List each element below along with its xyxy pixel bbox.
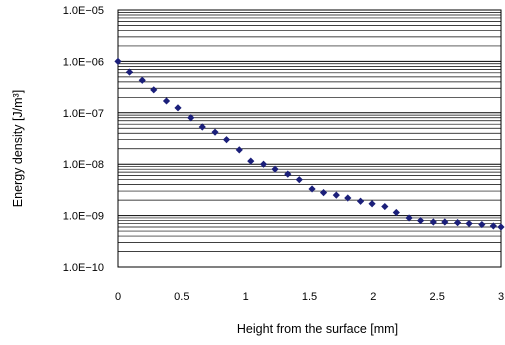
data-point <box>453 219 462 227</box>
data-point <box>150 86 158 94</box>
data-point <box>416 216 425 225</box>
data-point <box>284 170 292 178</box>
data-point <box>247 157 255 165</box>
y-tick-label: 1.0E−07 <box>63 108 104 120</box>
y-tick-label: 1.0E−05 <box>63 5 104 17</box>
data-point <box>381 202 389 211</box>
data-point <box>441 218 449 226</box>
data-series <box>114 57 505 231</box>
data-point <box>319 189 328 197</box>
data-point <box>222 136 231 144</box>
data-point <box>138 76 146 84</box>
data-point <box>125 68 134 76</box>
data-point <box>235 146 243 154</box>
data-point <box>332 191 340 199</box>
data-point <box>308 185 316 193</box>
x-tick-label: 0.5 <box>174 291 189 303</box>
y-axis-tick-labels: 1.0E−10 1.0E−09 1.0E−08 1.0E−07 1.0E−06 1.0E−… <box>63 5 104 274</box>
x-tick-label: 3 <box>498 291 504 303</box>
data-point <box>198 123 206 131</box>
x-tick-label: 2.5 <box>430 291 445 303</box>
y-tick-label: 1.0E−06 <box>63 56 104 68</box>
y-tick-label: 1.0E−09 <box>63 211 104 223</box>
data-point <box>162 97 171 105</box>
x-axis-tick-labels: 0 0.5 1 1.5 2 2.5 3 <box>115 291 504 303</box>
grid-lines <box>118 12 501 268</box>
data-point <box>429 218 437 226</box>
data-point <box>211 128 219 136</box>
x-tick-label: 0 <box>115 291 121 303</box>
data-point <box>478 220 486 229</box>
x-tick-label: 1 <box>243 291 249 303</box>
data-point <box>465 219 473 228</box>
y-tick-label: 1.0E−10 <box>63 262 104 274</box>
data-point <box>497 223 505 231</box>
data-point <box>295 176 303 184</box>
data-point <box>271 165 279 173</box>
data-point <box>114 57 122 65</box>
data-point <box>392 208 400 217</box>
y-tick-label: 1.0E−08 <box>63 159 104 171</box>
data-point <box>405 214 413 222</box>
x-tick-label: 1.5 <box>302 291 317 303</box>
data-point <box>344 194 352 202</box>
plot-area-frame <box>117 9 502 268</box>
x-tick-label: 2 <box>370 291 376 303</box>
data-point <box>259 160 268 168</box>
x-axis-label: Height from the surface [mm] <box>237 322 398 336</box>
data-point <box>187 114 195 122</box>
data-point <box>174 104 182 112</box>
data-point <box>368 200 376 208</box>
data-point <box>489 222 497 230</box>
data-point <box>356 197 365 205</box>
y-axis-label: Energy density [J/m³] <box>11 90 25 207</box>
